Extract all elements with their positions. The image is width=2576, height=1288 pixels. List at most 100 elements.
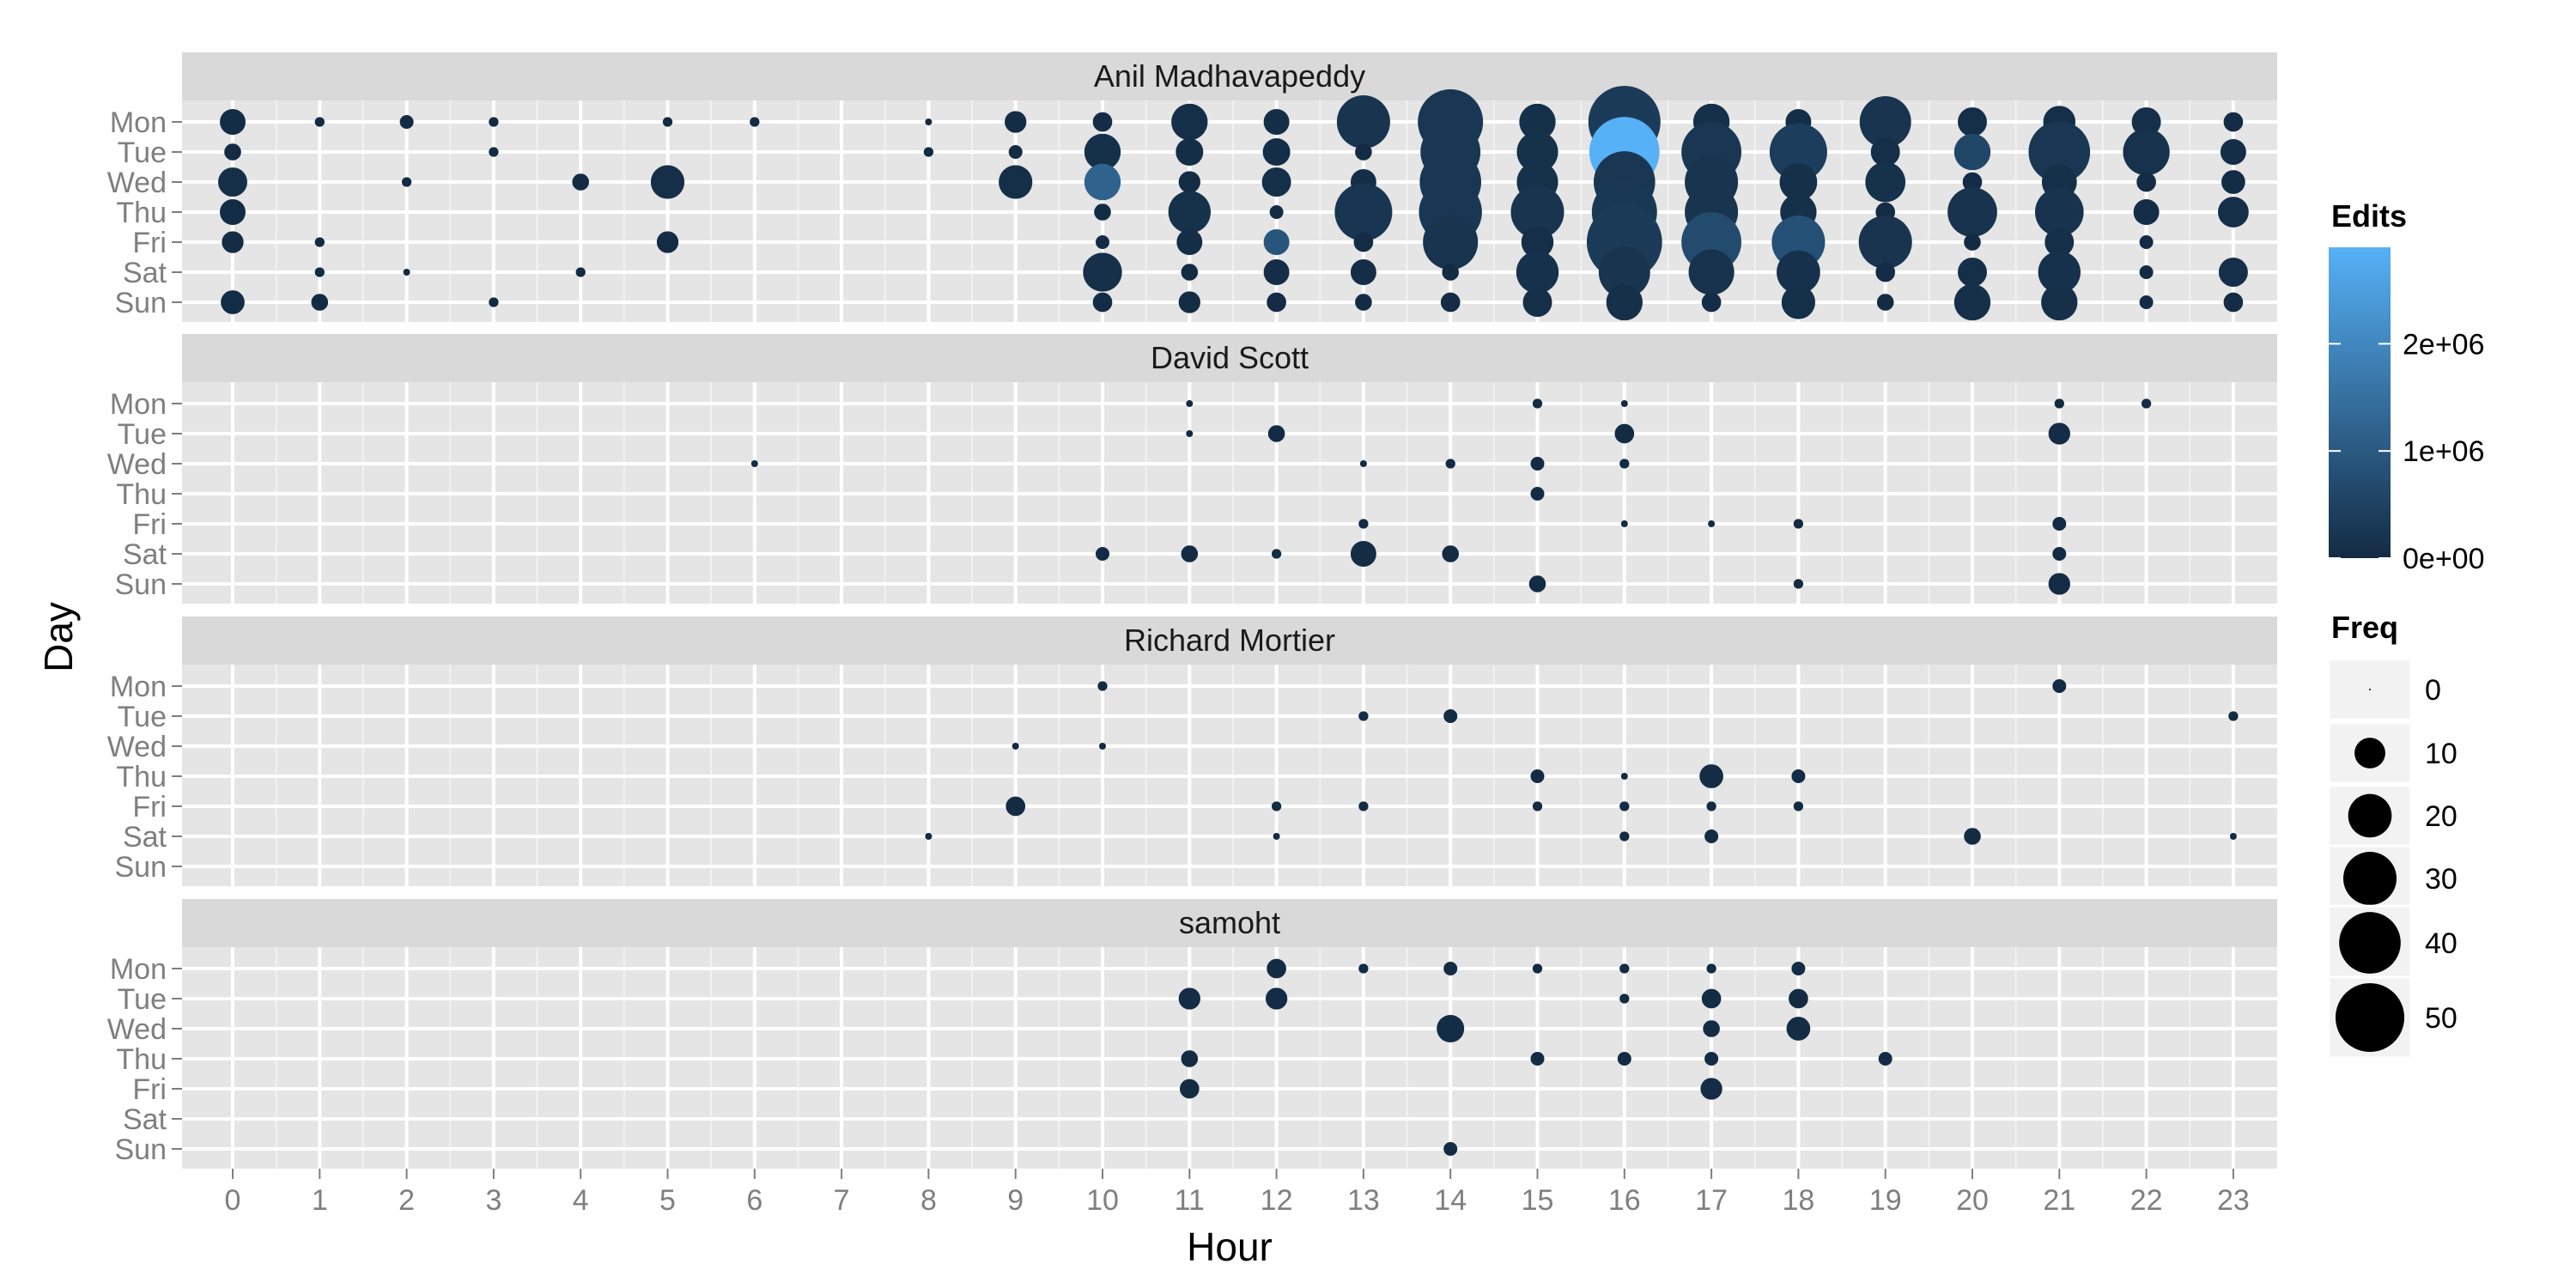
data-point bbox=[1516, 251, 1559, 294]
size-legend-key bbox=[2327, 658, 2413, 721]
data-point bbox=[399, 114, 414, 130]
data-point bbox=[1265, 987, 1288, 1010]
data-point bbox=[1859, 96, 1911, 148]
data-point bbox=[1271, 549, 1282, 559]
size-legend-symbol bbox=[2335, 982, 2405, 1053]
data-point bbox=[1522, 288, 1552, 317]
facet-strip-label: samoht bbox=[1179, 905, 1280, 940]
x-tick-label: 13 bbox=[1347, 1184, 1380, 1217]
data-point bbox=[1273, 833, 1280, 840]
data-point bbox=[1179, 1078, 1200, 1099]
x-tick-label: 0 bbox=[225, 1184, 241, 1217]
data-point bbox=[1178, 171, 1200, 193]
data-point bbox=[1084, 133, 1121, 171]
y-tick-label: Tue bbox=[118, 701, 167, 733]
data-point bbox=[1779, 163, 1818, 201]
data-point bbox=[1708, 520, 1716, 527]
data-point bbox=[2217, 197, 2249, 228]
data-point bbox=[1786, 1017, 1811, 1041]
data-point bbox=[1865, 161, 1906, 203]
x-tick-label: 10 bbox=[1086, 1184, 1119, 1217]
data-point bbox=[2034, 187, 2084, 237]
x-tick-label: 22 bbox=[2130, 1184, 2163, 1217]
data-point bbox=[1358, 963, 1369, 974]
data-point bbox=[489, 297, 499, 307]
data-point bbox=[1186, 430, 1194, 437]
y-tick-label: Sat bbox=[123, 1103, 167, 1136]
size-legend-symbol bbox=[2369, 689, 2371, 690]
size-legend-symbol bbox=[2339, 912, 2401, 974]
data-point bbox=[1619, 963, 1630, 974]
data-point bbox=[1178, 987, 1200, 1010]
color-legend-label: 1e+06 bbox=[2403, 435, 2485, 468]
data-point bbox=[1530, 486, 1545, 501]
data-point bbox=[1099, 743, 1106, 750]
x-tick-label: 12 bbox=[1261, 1184, 1293, 1217]
x-axis-title: Hour bbox=[1187, 1224, 1273, 1269]
y-tick-label: Thu bbox=[116, 197, 167, 229]
y-tick-label: Sun bbox=[115, 287, 167, 319]
data-point bbox=[311, 294, 329, 311]
data-point bbox=[1267, 425, 1285, 442]
data-point bbox=[2223, 112, 2244, 132]
data-point bbox=[1336, 94, 1390, 149]
data-point bbox=[218, 167, 247, 197]
color-legend-label: 0e+00 bbox=[2403, 543, 2485, 575]
y-tick-label: Wed bbox=[107, 167, 167, 199]
data-point bbox=[1777, 250, 1820, 295]
data-point bbox=[650, 165, 685, 199]
data-point bbox=[1791, 769, 1806, 784]
data-point bbox=[1176, 229, 1203, 255]
data-point bbox=[1532, 398, 1543, 409]
y-tick-label: Thu bbox=[116, 761, 167, 793]
data-point bbox=[403, 269, 410, 276]
data-point bbox=[1706, 801, 1716, 811]
data-point bbox=[2220, 139, 2246, 165]
data-point bbox=[1186, 400, 1194, 407]
facet-strip bbox=[182, 617, 2277, 665]
data-point bbox=[314, 237, 325, 247]
data-point bbox=[1443, 961, 1458, 976]
data-point bbox=[1620, 773, 1628, 780]
data-point bbox=[1598, 246, 1650, 298]
data-point bbox=[925, 118, 933, 125]
facet-strip bbox=[182, 52, 2277, 100]
data-point bbox=[1793, 579, 1804, 589]
data-point bbox=[1353, 232, 1374, 252]
data-point bbox=[2228, 711, 2239, 721]
y-tick-label: Wed bbox=[107, 448, 167, 481]
data-point bbox=[1700, 1078, 1722, 1100]
y-tick-label: Fri bbox=[132, 791, 167, 823]
data-point bbox=[1443, 708, 1458, 724]
data-point bbox=[1095, 546, 1110, 562]
data-point bbox=[2052, 678, 2067, 694]
data-point bbox=[2048, 573, 2070, 595]
facet-strip-label: Richard Mortier bbox=[1124, 623, 1335, 658]
data-point bbox=[220, 109, 246, 135]
data-point bbox=[1423, 214, 1479, 270]
data-point bbox=[1263, 229, 1290, 255]
data-point bbox=[1178, 291, 1200, 313]
data-point bbox=[2041, 283, 2078, 321]
data-point bbox=[1355, 294, 1372, 311]
data-point bbox=[2123, 128, 2170, 176]
x-tick-label: 17 bbox=[1695, 1184, 1728, 1217]
size-legend-symbol bbox=[2342, 851, 2397, 906]
data-point bbox=[220, 199, 246, 225]
data-point bbox=[1262, 137, 1291, 167]
data-point bbox=[1083, 252, 1122, 292]
data-point bbox=[1443, 1141, 1458, 1157]
data-point bbox=[1964, 234, 1981, 251]
x-tick-label: 14 bbox=[1434, 1184, 1467, 1217]
facet-strip bbox=[182, 899, 2277, 947]
data-point bbox=[1267, 958, 1286, 979]
data-point bbox=[1532, 963, 1543, 974]
data-point bbox=[2221, 170, 2245, 194]
color-legend-label: 2e+06 bbox=[2403, 328, 2485, 361]
size-legend-symbol bbox=[2354, 738, 2385, 769]
data-point bbox=[1442, 545, 1460, 562]
data-point bbox=[1358, 711, 1369, 721]
